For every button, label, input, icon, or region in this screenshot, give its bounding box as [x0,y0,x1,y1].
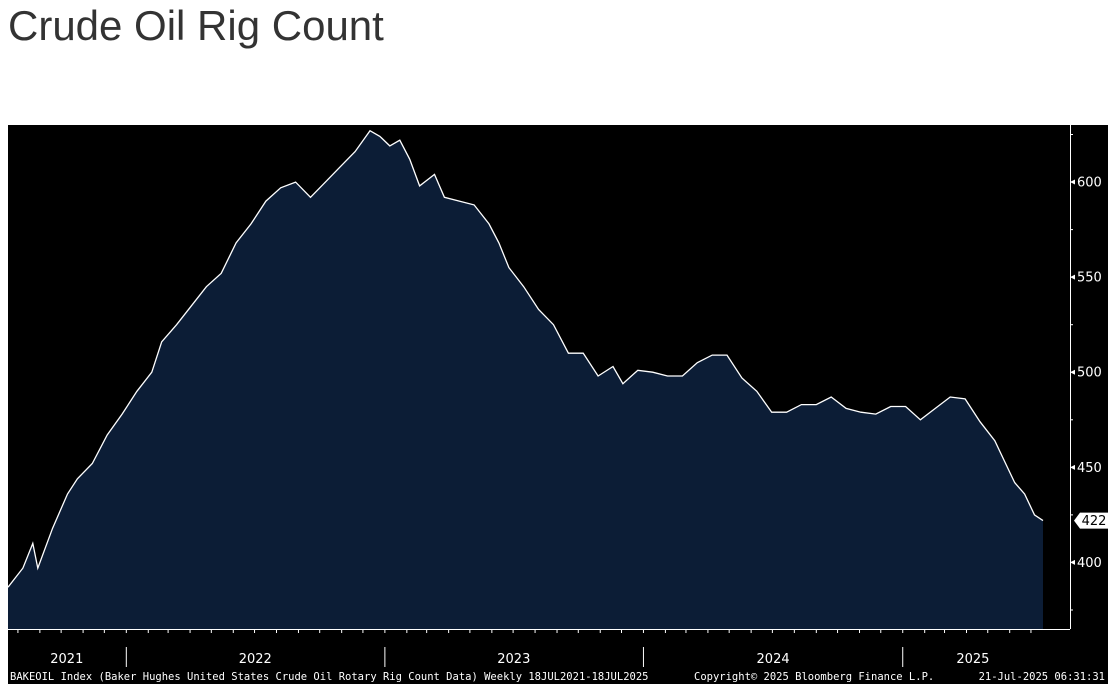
y-tick-mark [1070,369,1075,375]
y-tick-mark [1070,464,1075,470]
y-tick-mark [1070,274,1075,280]
x-year-label: 2025 [956,652,989,667]
y-tick-mark [1070,179,1075,185]
y-tick-mark [1070,559,1075,565]
series-area [8,130,1043,629]
y-tick-label: 400 [1077,556,1102,571]
last-value-badge [1074,512,1108,529]
y-tick-label: 500 [1077,366,1102,381]
x-year-label: 2024 [757,652,790,667]
x-year-label: 2022 [239,652,272,667]
chart-panel: 400 450 500 550 600 422 2021 2022 2023 2024 2025 … [8,125,1108,684]
x-year-label: 2023 [497,652,530,667]
series-line [8,129,1044,588]
footer-copyright: Copyright© 2025 Bloomberg Finance L.P. [694,671,934,683]
last-value-label: 422 [1082,514,1107,529]
footer-timestamp: 21-Jul-2025 06:31:31 [979,671,1105,683]
footer-source: BAKEOIL Index (Baker Hughes United State… [10,671,648,683]
x-year-label: 2021 [50,652,83,667]
page-title: Crude Oil Rig Count [8,2,384,49]
y-tick-label: 600 [1077,176,1102,191]
y-tick-label: 450 [1077,461,1102,476]
y-tick-label: 550 [1077,271,1102,286]
